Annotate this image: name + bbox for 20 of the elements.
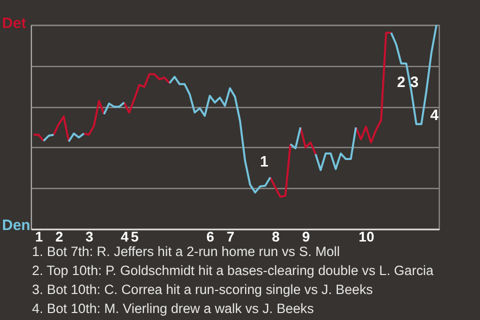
- text: Det: [2, 15, 26, 32]
- annotation: 3: [410, 74, 419, 92]
- x-tick-label: 1: [35, 228, 44, 244]
- annotation: 1: [260, 154, 268, 171]
- x-tick-label: 3: [86, 228, 94, 244]
- x-tick-label: 9: [302, 228, 310, 244]
- x-tick-label: 6: [206, 228, 214, 244]
- x-tick-label: 4: [120, 228, 129, 244]
- x-tick-label: 10: [358, 228, 374, 244]
- text: 2. Top 10th: P. Goldschmidt hit a bases-clearing double vs L. Garcia: [32, 262, 434, 280]
- annotation: 2: [396, 74, 406, 92]
- annotation: 4: [430, 106, 440, 124]
- x-tick-label: 7: [226, 228, 235, 244]
- x-tick-label: 2: [55, 228, 64, 244]
- x-tick-label: 5: [130, 228, 139, 244]
- text: 3. Bot 10th: C. Correa hit a run-scoring single vs J. Beeks: [32, 281, 374, 299]
- x-tick-label: 8: [272, 228, 280, 244]
- text: Den: [2, 217, 30, 234]
- text: 4. Bot 10th: M. Vierling drew a walk vs J. Beeks: [32, 300, 315, 318]
- text: 1. Bot 7th: R. Jeffers hit a 2-run home run vs S. Moll: [32, 244, 340, 259]
